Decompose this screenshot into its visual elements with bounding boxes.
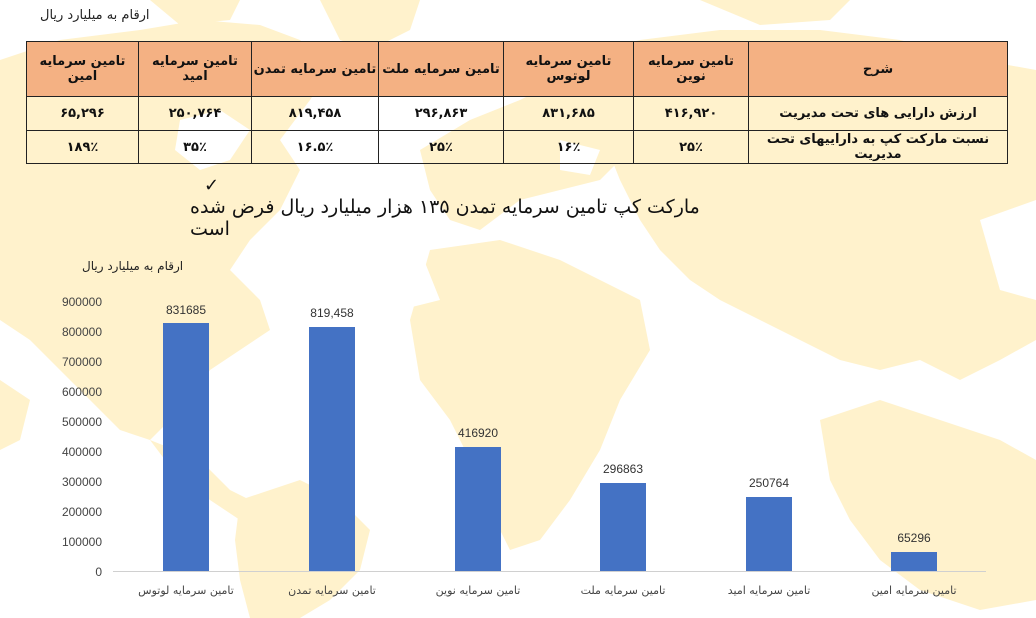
y-tick: 400000: [61, 445, 102, 459]
cell-novin-ratio: ۲۵٪: [633, 130, 749, 164]
category-label-tamadon: تامین سرمایه تمدن: [288, 584, 376, 597]
header-novin: تامین سرمایه نوین: [633, 41, 749, 97]
row-label-ratio: نسبت مارکت کپ به داراییهای تحت مدیریت: [748, 130, 1008, 164]
y-tick: 700000: [61, 355, 102, 369]
y-tick: 500000: [61, 415, 102, 429]
category-label-lotus: تامین سرمایه لوتوس: [138, 584, 234, 597]
data-label-amin: 65296: [897, 531, 931, 545]
bar-novin: [455, 447, 501, 571]
header-description: شرح: [748, 41, 1008, 97]
header-amin: تامین سرمایه امین: [26, 41, 139, 97]
bar-mellat: [600, 483, 646, 571]
check-icon: ✓: [204, 175, 220, 196]
bar-amin: [891, 552, 937, 571]
header-mellat: تامین سرمایه ملت: [378, 41, 504, 97]
data-label-lotus: 831685: [165, 303, 207, 317]
data-label-tamadon: 819,458: [310, 306, 354, 320]
cell-omid-ratio: ۳۵٪: [138, 130, 252, 164]
header-omid: تامین سرمایه امید: [138, 41, 252, 97]
y-tick: 300000: [61, 475, 102, 489]
cell-novin-aum: ۴۱۶,۹۲۰: [633, 96, 749, 131]
category-label-omid: تامین سرمایه امید: [727, 584, 811, 597]
cell-tamadon-ratio: ۱۶.۵٪: [251, 130, 379, 164]
table-header-row: تامین سرمایه امین تامین سرمایه امید تامی…: [26, 41, 1008, 97]
data-label-mellat: 296863: [602, 462, 644, 476]
category-label-novin: تامین سرمایه نوین: [435, 584, 521, 597]
cell-tamadon-aum: ۸۱۹,۴۵۸: [251, 96, 379, 131]
bar-tamadon: [309, 327, 355, 571]
cell-mellat-aum: ۲۹۶,۸۶۳: [378, 96, 504, 131]
cell-amin-ratio: ۱۸۹٪: [26, 130, 139, 164]
cell-omid-aum: ۲۵۰,۷۶۴: [138, 96, 252, 131]
cell-amin-aum: ۶۵,۲۹۶: [26, 96, 139, 131]
data-label-novin: 416920: [457, 426, 499, 440]
table-unit-label: ارقام به میلیارد ریال: [40, 8, 150, 23]
y-tick: 100000: [61, 535, 102, 549]
row-label-aum: ارزش دارایی های تحت مدیریت: [748, 96, 1008, 131]
data-label-omid: 250764: [748, 476, 790, 490]
y-tick: 600000: [61, 385, 102, 399]
cell-lotus-aum: ۸۳۱,۶۸۵: [503, 96, 634, 131]
cell-lotus-ratio: ۱۶٪: [503, 130, 634, 164]
bar-lotus: [163, 323, 209, 571]
header-lotus: تامین سرمایه لوتوس: [503, 41, 634, 97]
y-tick: 200000: [61, 505, 102, 519]
note-text: مارکت کپ تامین سرمایه تمدن ۱۳۵ هزار میلی…: [190, 196, 700, 240]
header-tamadon: تامین سرمایه تمدن: [251, 41, 379, 97]
asset-management-table: تامین سرمایه امین تامین سرمایه امید تامی…: [26, 41, 1008, 164]
category-label-amin: تامین سرمایه امین: [871, 584, 957, 597]
cell-mellat-ratio: ۲۵٪: [378, 130, 504, 164]
category-label-mellat: تامین سرمایه ملت: [580, 584, 666, 597]
chart-unit-label: ارقام به میلیارد ریال: [82, 259, 184, 273]
x-axis-line: [113, 571, 986, 572]
table-row-aum: ۶۵,۲۹۶ ۲۵۰,۷۶۴ ۸۱۹,۴۵۸ ۲۹۶,۸۶۳ ۸۳۱,۶۸۵ ۴…: [26, 96, 1008, 131]
table-row-ratio: ۱۸۹٪ ۳۵٪ ۱۶.۵٪ ۲۵٪ ۱۶٪ ۲۵٪ نسبت مارکت کپ…: [26, 130, 1008, 164]
y-tick: 0: [95, 565, 102, 579]
y-tick: 900000: [61, 295, 102, 309]
market-cap-note: ✓ مارکت کپ تامین سرمایه تمدن ۱۳۵ هزار می…: [190, 174, 730, 240]
bar-omid: [746, 497, 792, 571]
y-tick: 800000: [61, 325, 102, 339]
